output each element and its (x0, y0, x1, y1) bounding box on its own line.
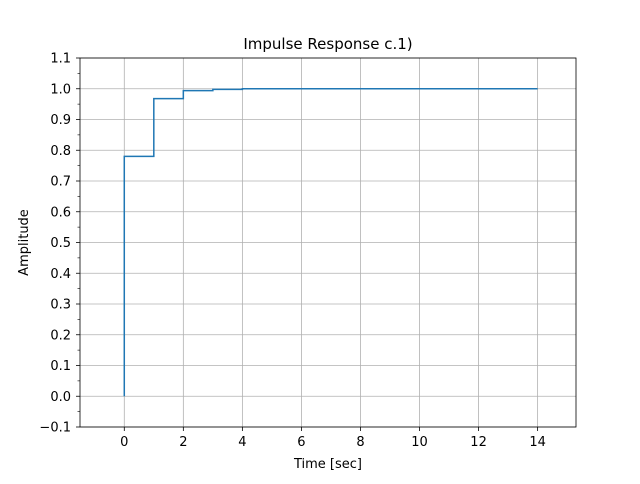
y-tick-label: 0.2 (50, 328, 71, 343)
y-tick-label: 0.0 (50, 390, 71, 405)
y-tick-label: 1.1 (50, 52, 71, 67)
x-tick-label: 10 (411, 435, 428, 450)
x-tick-label: 4 (238, 435, 246, 450)
y-tick-label: 0.8 (50, 144, 71, 159)
y-tick-label: 0.7 (50, 175, 71, 190)
grid-lines (80, 57, 576, 428)
axis-ticks: 0 2 4 6 8 10 12 14 −0.1 0.0 0.1 0.2 0.3 0.4 0.5 0.6 0.7 0… (39, 52, 545, 451)
x-tick-label: 2 (179, 435, 187, 450)
y-tick-label: 0.6 (50, 205, 71, 220)
series-layer (123, 88, 538, 397)
x-tick-label: 6 (297, 435, 305, 450)
x-tick-label: 0 (120, 435, 128, 450)
y-tick-label: 0.4 (50, 267, 71, 282)
x-tick-label: 12 (470, 435, 487, 450)
y-tick-label: 0.5 (50, 236, 71, 251)
y-tick-label: −0.1 (39, 421, 71, 436)
x-tick-label: 14 (529, 435, 546, 450)
chart-title: Impulse Response c.1) (243, 35, 412, 53)
impulse-response-line (123, 88, 538, 397)
y-tick-label: 0.9 (50, 113, 71, 128)
y-axis-label: Amplitude (17, 209, 32, 276)
y-tick-label: 0.3 (50, 298, 71, 313)
x-axis-label: Time [sec] (293, 457, 362, 472)
x-tick-label: 8 (356, 435, 364, 450)
y-tick-label: 0.1 (50, 359, 71, 374)
y-tick-label: 1.0 (50, 82, 71, 97)
